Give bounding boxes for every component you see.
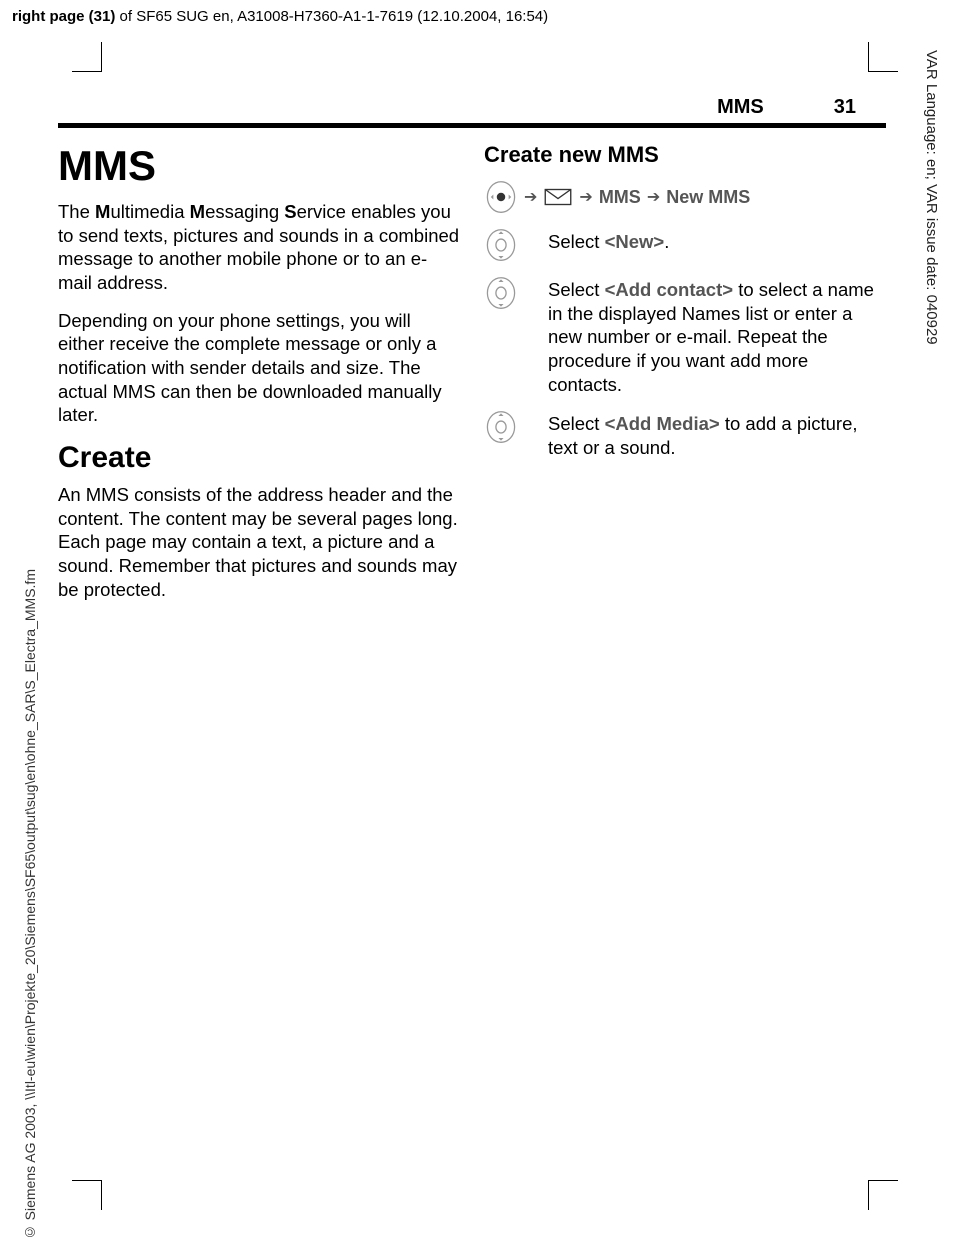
top-header: right page (31) of SF65 SUG en, A31008-H… [12, 8, 548, 25]
arrow-icon: ➔ [579, 187, 592, 207]
step-row: Select <New>. [484, 228, 886, 262]
arrow-icon: ➔ [647, 187, 660, 207]
nav-path: ➔ ➔ MMS ➔ New MMS [484, 180, 886, 214]
step-row: Select <Add Media> to add a picture, tex… [484, 410, 886, 459]
joystick-vertical-icon [484, 410, 518, 444]
step-text: Select <New>. [548, 228, 669, 254]
intro-s: S [284, 201, 296, 222]
joystick-center-icon [484, 180, 518, 214]
intro-paragraph: The Multimedia Messaging Service enables… [58, 200, 460, 295]
joystick-vertical-icon [484, 276, 518, 310]
step-row: Select <Add contact> to select a name in… [484, 276, 886, 396]
intro-m2: M [190, 201, 205, 222]
nav-mms: MMS [599, 187, 641, 208]
intro-m1: M [95, 201, 110, 222]
nav-new-mms: New MMS [666, 187, 750, 208]
columns: MMS The Multimedia Messaging Service ena… [58, 142, 886, 615]
h2-create: Create [58, 441, 460, 475]
crop-mark-br [868, 1180, 898, 1210]
create-paragraph: An MMS consists of the address header an… [58, 483, 460, 601]
col-left: MMS The Multimedia Messaging Service ena… [58, 142, 460, 615]
settings-paragraph: Depending on your phone settings, you wi… [58, 309, 460, 427]
page-header: MMS 31 [58, 96, 886, 128]
h3-create-new: Create new MMS [484, 142, 886, 168]
page-area: MMS 31 MMS The Multimedia Messaging Serv… [58, 96, 886, 615]
left-vertical-text: © Siemens AG 2003, \\Itl-eu\wien\Projekt… [22, 569, 38, 1240]
right-vertical-text: VAR Language: en; VAR issue date: 040929 [923, 50, 940, 345]
crop-mark-tl [72, 42, 102, 72]
envelope-icon [543, 186, 573, 208]
step-text: Select <Add Media> to add a picture, tex… [548, 410, 886, 459]
top-header-bold: right page (31) [12, 8, 115, 25]
page-header-title: MMS [717, 96, 764, 119]
col-right: Create new MMS ➔ ➔ MMS ➔ New MMS [484, 142, 886, 615]
top-header-rest: of SF65 SUG en, A31008-H7360-A1-1-7619 (… [115, 8, 548, 25]
page-header-num: 31 [834, 96, 856, 119]
crop-mark-bl [72, 1180, 102, 1210]
joystick-vertical-icon [484, 228, 518, 262]
h1-mms: MMS [58, 142, 460, 190]
step-text: Select <Add contact> to select a name in… [548, 276, 886, 396]
arrow-icon: ➔ [524, 187, 537, 207]
crop-mark-tr [868, 42, 898, 72]
